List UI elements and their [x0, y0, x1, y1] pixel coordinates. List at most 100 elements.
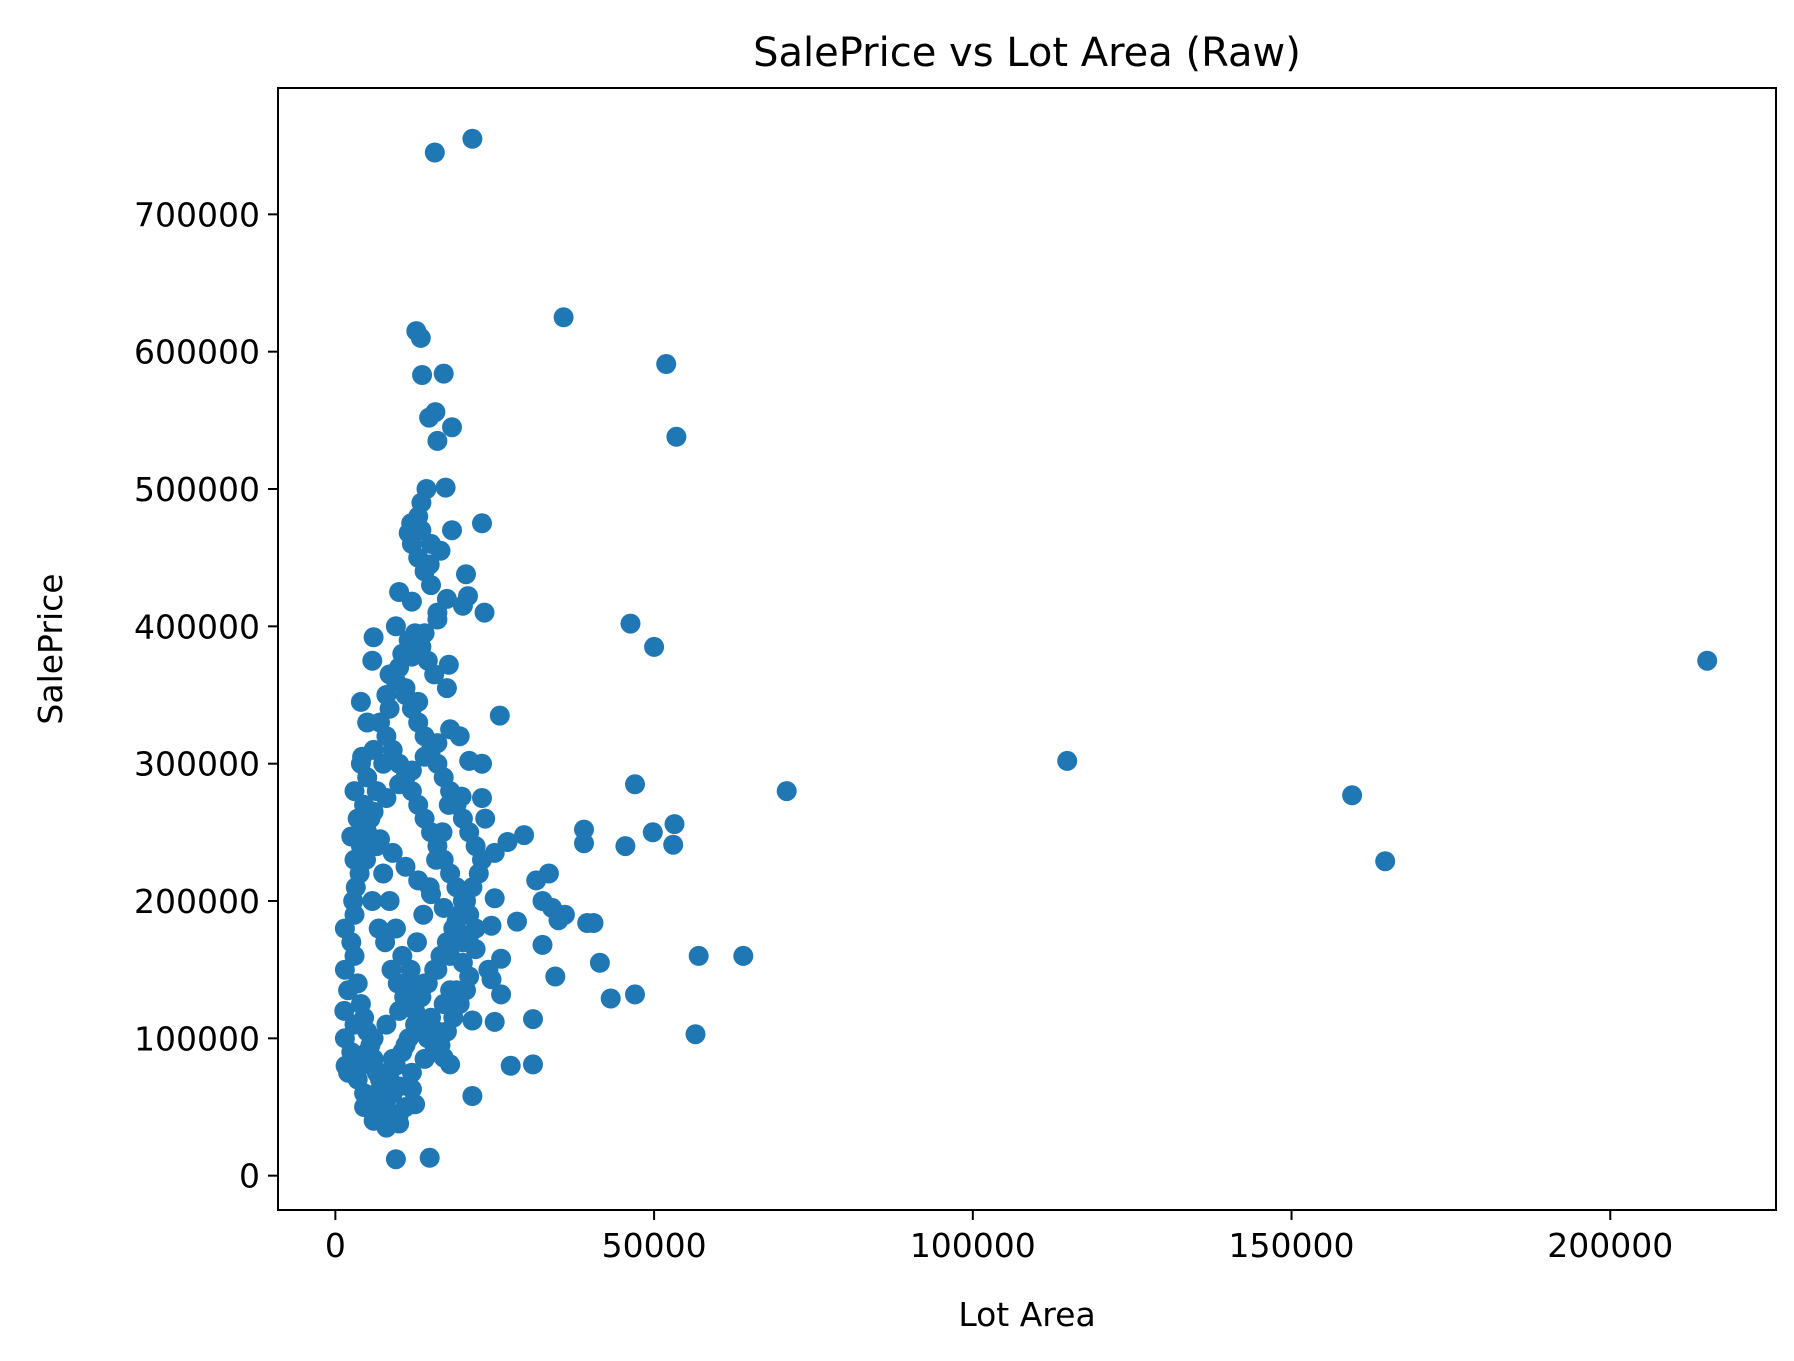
data-point: [362, 650, 383, 671]
data-point: [685, 1024, 706, 1045]
data-point: [356, 849, 376, 870]
data-point: [574, 819, 594, 840]
data-point: [424, 664, 445, 685]
data-point: [615, 836, 636, 857]
data-point: [357, 822, 378, 843]
data-point: [733, 945, 754, 966]
data-point: [395, 678, 416, 699]
data-point: [446, 911, 467, 932]
data-point: [363, 627, 384, 648]
data-point: [389, 774, 410, 795]
data-point: [433, 897, 454, 918]
data-point: [440, 719, 461, 740]
chart-title: SalePrice vs Lot Area (Raw): [753, 30, 1301, 76]
data-point: [548, 910, 569, 931]
data-point: [407, 932, 427, 953]
data-point: [432, 822, 453, 843]
data-point: [472, 513, 492, 534]
data-point: [413, 904, 434, 925]
data-point: [373, 863, 394, 884]
data-point: [452, 595, 473, 616]
data-point: [474, 602, 495, 623]
data-point: [620, 613, 641, 634]
data-point: [1057, 750, 1078, 771]
x-tick-label: 50000: [602, 1226, 707, 1265]
y-tick-label: 200000: [134, 882, 260, 921]
data-point: [395, 1097, 416, 1117]
data-point: [379, 891, 400, 911]
data-point: [419, 1147, 440, 1168]
y-tick-label: 500000: [134, 470, 260, 509]
data-point: [385, 918, 406, 939]
data-point: [389, 1113, 410, 1134]
data-point: [379, 698, 400, 719]
data-point: [347, 973, 368, 994]
data-point: [436, 678, 457, 699]
data-point: [430, 540, 451, 561]
data-point: [484, 1011, 505, 1032]
data-point: [411, 987, 432, 1008]
data-point: [656, 354, 677, 374]
data-point: [419, 407, 440, 428]
data-point: [514, 825, 535, 846]
data-point: [394, 987, 415, 1008]
data-point: [438, 654, 459, 675]
data-point: [459, 925, 480, 946]
data-point: [491, 984, 512, 1005]
y-axis-label: SalePrice: [31, 573, 70, 724]
data-point: [600, 988, 621, 1009]
data-point: [363, 801, 384, 822]
plot-frame: [277, 87, 1777, 1211]
data-point: [433, 363, 454, 384]
data-point: [411, 520, 432, 541]
data-point: [523, 1009, 543, 1030]
data-point: [419, 877, 440, 898]
data-point: [401, 591, 422, 612]
data-point: [545, 966, 566, 987]
data-point: [442, 520, 462, 541]
data-point: [400, 959, 421, 980]
data-point: [452, 952, 473, 973]
data-point: [334, 1000, 355, 1021]
data-point: [625, 984, 645, 1005]
x-tick-label: 200000: [1547, 1226, 1673, 1265]
data-point: [410, 327, 431, 348]
data-point: [382, 842, 403, 863]
data-point: [1697, 650, 1718, 671]
data-point: [481, 915, 502, 936]
data-point: [408, 691, 429, 712]
x-axis-label: Lot Area: [958, 1295, 1095, 1334]
data-point: [376, 1014, 397, 1035]
data-point: [484, 888, 505, 909]
data-point: [373, 1083, 394, 1104]
data-point: [427, 430, 448, 451]
data-point: [472, 788, 492, 808]
x-tick-label: 100000: [910, 1226, 1036, 1265]
data-point: [424, 142, 445, 163]
data-point: [344, 904, 365, 925]
data-point: [427, 733, 448, 754]
data-point: [376, 788, 397, 808]
data-point: [442, 417, 462, 438]
data-point: [526, 870, 547, 891]
data-point: [642, 822, 663, 843]
data-point: [644, 636, 665, 657]
data-point: [666, 426, 687, 447]
data-point: [414, 623, 435, 644]
data-point: [435, 477, 456, 498]
data-point: [350, 691, 371, 712]
data-point: [414, 1048, 435, 1069]
data-point: [401, 646, 422, 667]
y-axis: 0 100000 200000 300000 400000 500000 600000 700…: [134, 195, 278, 1196]
data-point: [1342, 785, 1363, 806]
data-point: [426, 849, 447, 870]
data-point: [553, 307, 574, 328]
data-point: [507, 911, 527, 932]
data-point: [440, 980, 461, 1001]
y-tick-label: 600000: [134, 333, 260, 372]
data-point: [395, 856, 416, 877]
data-point: [389, 1076, 410, 1097]
data-point: [385, 1149, 406, 1170]
data-point: [344, 945, 365, 966]
